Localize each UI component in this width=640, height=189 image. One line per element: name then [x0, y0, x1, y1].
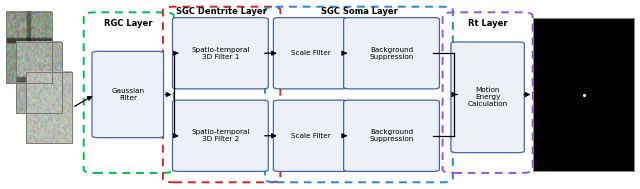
Bar [6, 12, 52, 83]
Text: Spatio-temporal
3D Filter 1: Spatio-temporal 3D Filter 1 [191, 47, 250, 60]
Text: Motion
Energy
Calculation: Motion Energy Calculation [468, 87, 508, 107]
Text: Background
Suppression: Background Suppression [369, 129, 413, 142]
FancyBboxPatch shape [92, 51, 164, 138]
Text: SGC Soma Layer: SGC Soma Layer [321, 7, 397, 16]
FancyBboxPatch shape [173, 100, 268, 171]
Bar [533, 18, 634, 171]
Bar [26, 72, 72, 143]
FancyBboxPatch shape [344, 100, 440, 171]
FancyBboxPatch shape [273, 18, 349, 89]
Text: Background
Suppression: Background Suppression [369, 47, 413, 60]
Bar [16, 42, 62, 113]
Text: RGC Layer: RGC Layer [104, 19, 153, 28]
Text: Scale Filter: Scale Filter [291, 50, 331, 56]
FancyBboxPatch shape [451, 42, 524, 153]
Text: Rt Layer: Rt Layer [467, 19, 507, 28]
Text: Scale Filter: Scale Filter [291, 133, 331, 139]
Text: Gaussian
Filter: Gaussian Filter [111, 88, 144, 101]
Text: SGC Dentrite Layer: SGC Dentrite Layer [176, 7, 267, 16]
FancyBboxPatch shape [344, 18, 440, 89]
FancyBboxPatch shape [173, 18, 268, 89]
Text: Spatio-temporal
3D Filter 2: Spatio-temporal 3D Filter 2 [191, 129, 250, 142]
FancyBboxPatch shape [273, 100, 349, 171]
